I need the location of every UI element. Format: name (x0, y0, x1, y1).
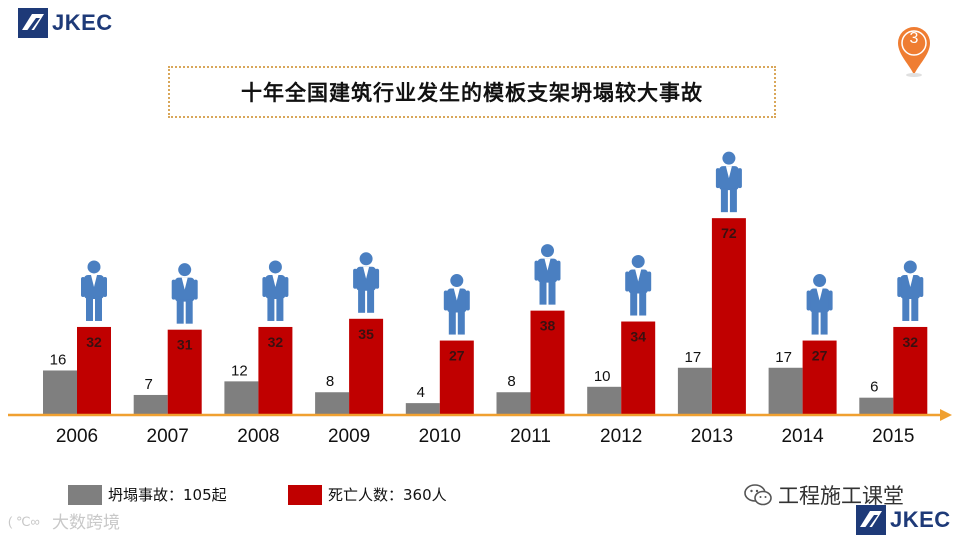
bar-deaths (167, 329, 202, 414)
bar-accidents (315, 392, 350, 414)
bar-deaths (439, 340, 474, 414)
logo-text: JKEC (52, 10, 113, 35)
x-tick-label: 2014 (781, 426, 824, 447)
person-icon (171, 263, 198, 324)
person-icon (81, 260, 107, 321)
page-number: 3 (909, 30, 919, 47)
bar-accidents (224, 381, 259, 414)
person-icon (715, 151, 742, 213)
data-label-accidents: 4 (417, 384, 425, 401)
bar-accidents (587, 386, 622, 414)
map-pin-icon (898, 27, 930, 77)
x-tick-label: 2006 (56, 426, 98, 447)
bar-deaths (530, 310, 565, 414)
bar-accidents (496, 392, 531, 414)
x-tick-label: 2015 (872, 426, 914, 447)
data-label-accidents: 16 (50, 351, 67, 368)
brand-logo-bottom: JKEC (856, 505, 951, 535)
brand-logo-top: JKEC (18, 8, 113, 38)
data-label-deaths: 38 (540, 318, 556, 334)
bar-deaths (349, 318, 384, 414)
bar-deaths (711, 218, 746, 414)
data-label-deaths: 32 (86, 334, 102, 350)
person-icon (262, 260, 289, 321)
data-label-deaths: 32 (268, 334, 284, 350)
person-icon (353, 252, 380, 313)
bar-deaths (258, 326, 293, 414)
bar-accidents (677, 367, 712, 414)
x-tick-label: 2011 (510, 426, 551, 447)
data-label-deaths: 32 (903, 334, 919, 350)
bar-deaths (893, 326, 928, 414)
legend-label-deaths: 死亡人数：360人 (328, 486, 447, 504)
data-label-accidents: 17 (775, 349, 792, 366)
bar-accidents (859, 397, 894, 414)
watermark: ( ℃∞ 大数跨境 (8, 508, 120, 533)
person-icon (534, 244, 561, 305)
data-label-deaths: 35 (358, 326, 374, 342)
data-label-deaths: 27 (449, 348, 465, 364)
person-icon (897, 260, 924, 321)
legend-item-accidents: 坍塌事故：105起 (68, 484, 227, 505)
logo-text: JKEC (890, 507, 951, 532)
bar-accidents (43, 370, 77, 414)
legend-label-accidents: 坍塌事故：105起 (108, 486, 227, 504)
person-icon (443, 274, 470, 335)
data-label-accidents: 8 (326, 373, 334, 390)
x-tick-label: 2012 (600, 426, 642, 447)
data-label-deaths: 31 (177, 337, 193, 353)
x-tick-label: 2008 (237, 426, 279, 447)
bar-deaths (77, 326, 111, 414)
data-label-accidents: 7 (145, 376, 153, 393)
jkec-logo-icon (856, 505, 886, 535)
x-tick-label: 2013 (691, 426, 733, 447)
bar-deaths (802, 340, 837, 414)
person-icon (806, 274, 833, 335)
data-label-accidents: 17 (685, 349, 702, 366)
bar-accidents (133, 394, 168, 414)
data-label-accidents: 12 (231, 362, 248, 379)
x-axis-arrow-icon (940, 409, 952, 421)
data-label-deaths: 27 (812, 348, 828, 364)
data-label-accidents: 8 (507, 373, 515, 390)
watermark-logo-icon: ( ℃∞ (8, 514, 40, 529)
x-tick-label: 2007 (147, 426, 189, 447)
data-label-deaths: 34 (630, 329, 646, 345)
legend-swatch-accidents (68, 484, 102, 505)
data-label-accidents: 6 (870, 379, 878, 396)
x-tick-label: 2009 (328, 426, 370, 447)
data-label-accidents: 10 (594, 368, 611, 385)
bar-accidents (405, 403, 440, 414)
chart-title-box: 十年全国建筑行业发生的模板支架坍塌较大事故 (168, 66, 776, 118)
legend-swatch-deaths (288, 484, 322, 505)
bar-accidents (768, 367, 803, 414)
legend-item-deaths: 死亡人数：360人 (288, 484, 447, 505)
chart-title: 十年全国建筑行业发生的模板支架坍塌较大事故 (241, 81, 703, 105)
wechat-account: 工程施工课堂 (744, 480, 904, 510)
watermark-text: 大数跨境 (52, 513, 120, 533)
wechat-icon (744, 484, 772, 506)
person-icon (625, 255, 652, 316)
bar-deaths (621, 321, 656, 414)
wechat-account-name: 工程施工课堂 (778, 484, 904, 508)
data-label-deaths: 72 (721, 225, 737, 241)
jkec-logo-icon (18, 8, 48, 38)
svg-text:( ℃∞: ( ℃∞ (8, 514, 40, 529)
x-tick-label: 2010 (419, 426, 461, 447)
